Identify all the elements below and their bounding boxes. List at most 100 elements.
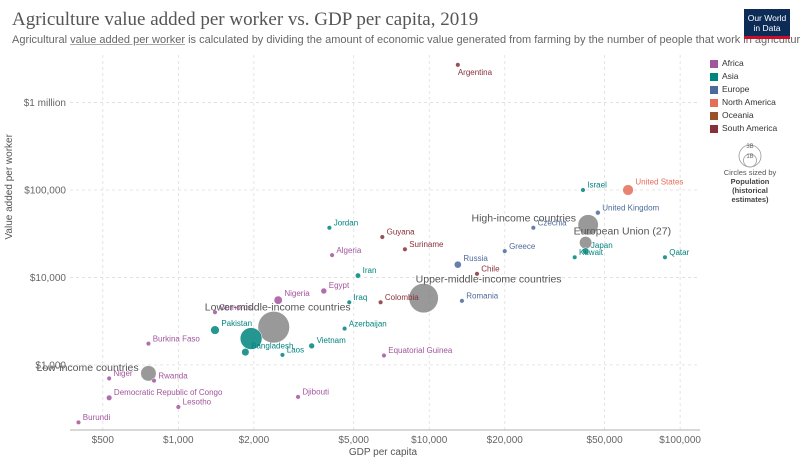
x-tick-label: $500 — [92, 435, 115, 446]
data-point — [241, 348, 250, 357]
point-label: Colombia — [385, 293, 419, 302]
y-tick-label: $1 million — [24, 98, 66, 109]
data-point — [455, 62, 461, 68]
data-point — [577, 214, 599, 236]
data-point — [140, 365, 157, 382]
data-point — [572, 254, 578, 260]
x-axis-label: GDP per capita — [348, 447, 418, 458]
x-tick-label: $5,000 — [338, 435, 369, 446]
legend-swatch — [710, 125, 718, 133]
point-label: United Kingdom — [602, 203, 659, 212]
size-legend: 3B 1B — [738, 144, 762, 168]
data-point — [329, 252, 335, 258]
legend-swatch — [710, 99, 718, 107]
point-label: European Union (27) — [574, 226, 671, 238]
x-tick-label: $100,000 — [659, 435, 701, 446]
subtitle-text-post: is calculated by dividing the amount of … — [185, 34, 800, 46]
subtitle-link[interactable]: value added per worker — [70, 34, 186, 46]
point-label: Israel — [587, 181, 607, 190]
point-label: Algeria — [336, 246, 361, 255]
data-point — [379, 234, 385, 240]
point-label: Chile — [481, 265, 500, 274]
legend-label: Asia — [722, 71, 739, 81]
data-point — [175, 404, 181, 410]
point-label: Romania — [466, 292, 499, 301]
point-label: Kuwait — [579, 248, 604, 257]
x-tick-label: $10,000 — [411, 435, 448, 446]
legend-label: North America — [722, 97, 776, 107]
y-tick-label: $1,000 — [35, 360, 66, 371]
size-legend-measure-note: (historical estimates) — [731, 186, 769, 204]
point-label: United States — [635, 178, 683, 187]
data-point — [239, 327, 263, 350]
data-point — [622, 184, 634, 196]
point-label: Vietnam — [317, 336, 347, 345]
data-point — [210, 325, 220, 335]
data-point — [595, 210, 601, 216]
point-label: Rwanda — [158, 371, 188, 380]
data-point — [106, 375, 112, 381]
point-label: Qatar — [669, 248, 689, 257]
data-point — [346, 299, 352, 305]
data-point — [320, 287, 327, 295]
point-label: Pakistan — [221, 319, 252, 328]
x-tick-label: $1,000 — [163, 435, 194, 446]
point-label: Upper-middle-income countries — [416, 273, 562, 285]
point-label: High-income countries — [472, 213, 576, 225]
point-label: Djibouti — [302, 388, 329, 397]
data-point — [342, 326, 348, 332]
point-label: Greece — [509, 242, 536, 251]
point-label: Lesotho — [183, 398, 212, 407]
data-point — [308, 342, 315, 350]
y-tick-label: $100,000 — [24, 186, 66, 197]
point-label: Czechia — [538, 218, 567, 227]
y-tick-label: $10,000 — [30, 273, 67, 284]
size-legend-caption: Circles sized by — [723, 168, 777, 177]
data-point — [273, 295, 283, 305]
logo-line-2: in Data — [753, 23, 781, 33]
y-axis-label: Value added per worker — [4, 134, 15, 240]
data-point — [662, 254, 668, 260]
data-point — [454, 260, 462, 269]
point-label: Suriname — [409, 240, 444, 249]
point-label: Comoros — [219, 303, 251, 312]
data-point — [408, 283, 439, 314]
point-label: Burkina Faso — [153, 334, 201, 343]
size-legend-measure: Population — [730, 177, 770, 186]
size-legend-value-large: 3B — [746, 144, 753, 150]
data-point — [582, 247, 590, 255]
data-point — [295, 394, 301, 400]
data-point — [459, 298, 465, 304]
data-point — [402, 246, 408, 252]
legend-label: Africa — [722, 58, 744, 68]
point-label: Nigeria — [284, 289, 310, 298]
data-point — [378, 299, 384, 305]
data-point — [381, 352, 387, 359]
point-label: Egypt — [329, 281, 350, 290]
chart-subtitle: Agricultural value added per worker is c… — [12, 34, 800, 46]
owid-logo[interactable]: Our World in Data — [744, 9, 790, 39]
legend-label: Europe — [722, 84, 750, 94]
point-label: Japan — [591, 241, 613, 250]
point-label: Equatorial Guinea — [388, 346, 453, 355]
x-tick-label: $20,000 — [487, 435, 524, 446]
x-tick-label: $50,000 — [587, 435, 624, 446]
point-label: Jordan — [334, 218, 358, 227]
point-label: Laos — [287, 346, 304, 355]
legend-label: South America — [722, 123, 778, 133]
point-label: Argentina — [458, 68, 493, 77]
point-label: Burundi — [83, 413, 111, 422]
legend-label: Oceania — [722, 110, 754, 120]
size-legend-circle-small — [743, 153, 757, 168]
data-point — [212, 309, 218, 315]
data-point — [279, 352, 286, 358]
data-point — [75, 419, 82, 425]
point-label: Bangladesh — [251, 341, 293, 350]
size-legend-note: Circles sized by Population (historical … — [716, 168, 784, 204]
data-point — [257, 311, 290, 344]
logo-line-1: Our World — [747, 13, 787, 23]
point-label: Democratic Republic of Congo — [114, 388, 223, 397]
data-point — [326, 225, 332, 231]
data-point — [145, 341, 151, 347]
point-label: Azerbaijan — [349, 319, 387, 328]
